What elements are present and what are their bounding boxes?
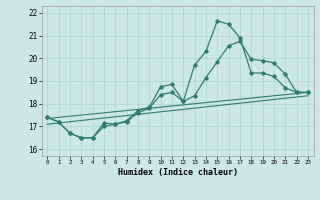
X-axis label: Humidex (Indice chaleur): Humidex (Indice chaleur) — [118, 168, 237, 177]
